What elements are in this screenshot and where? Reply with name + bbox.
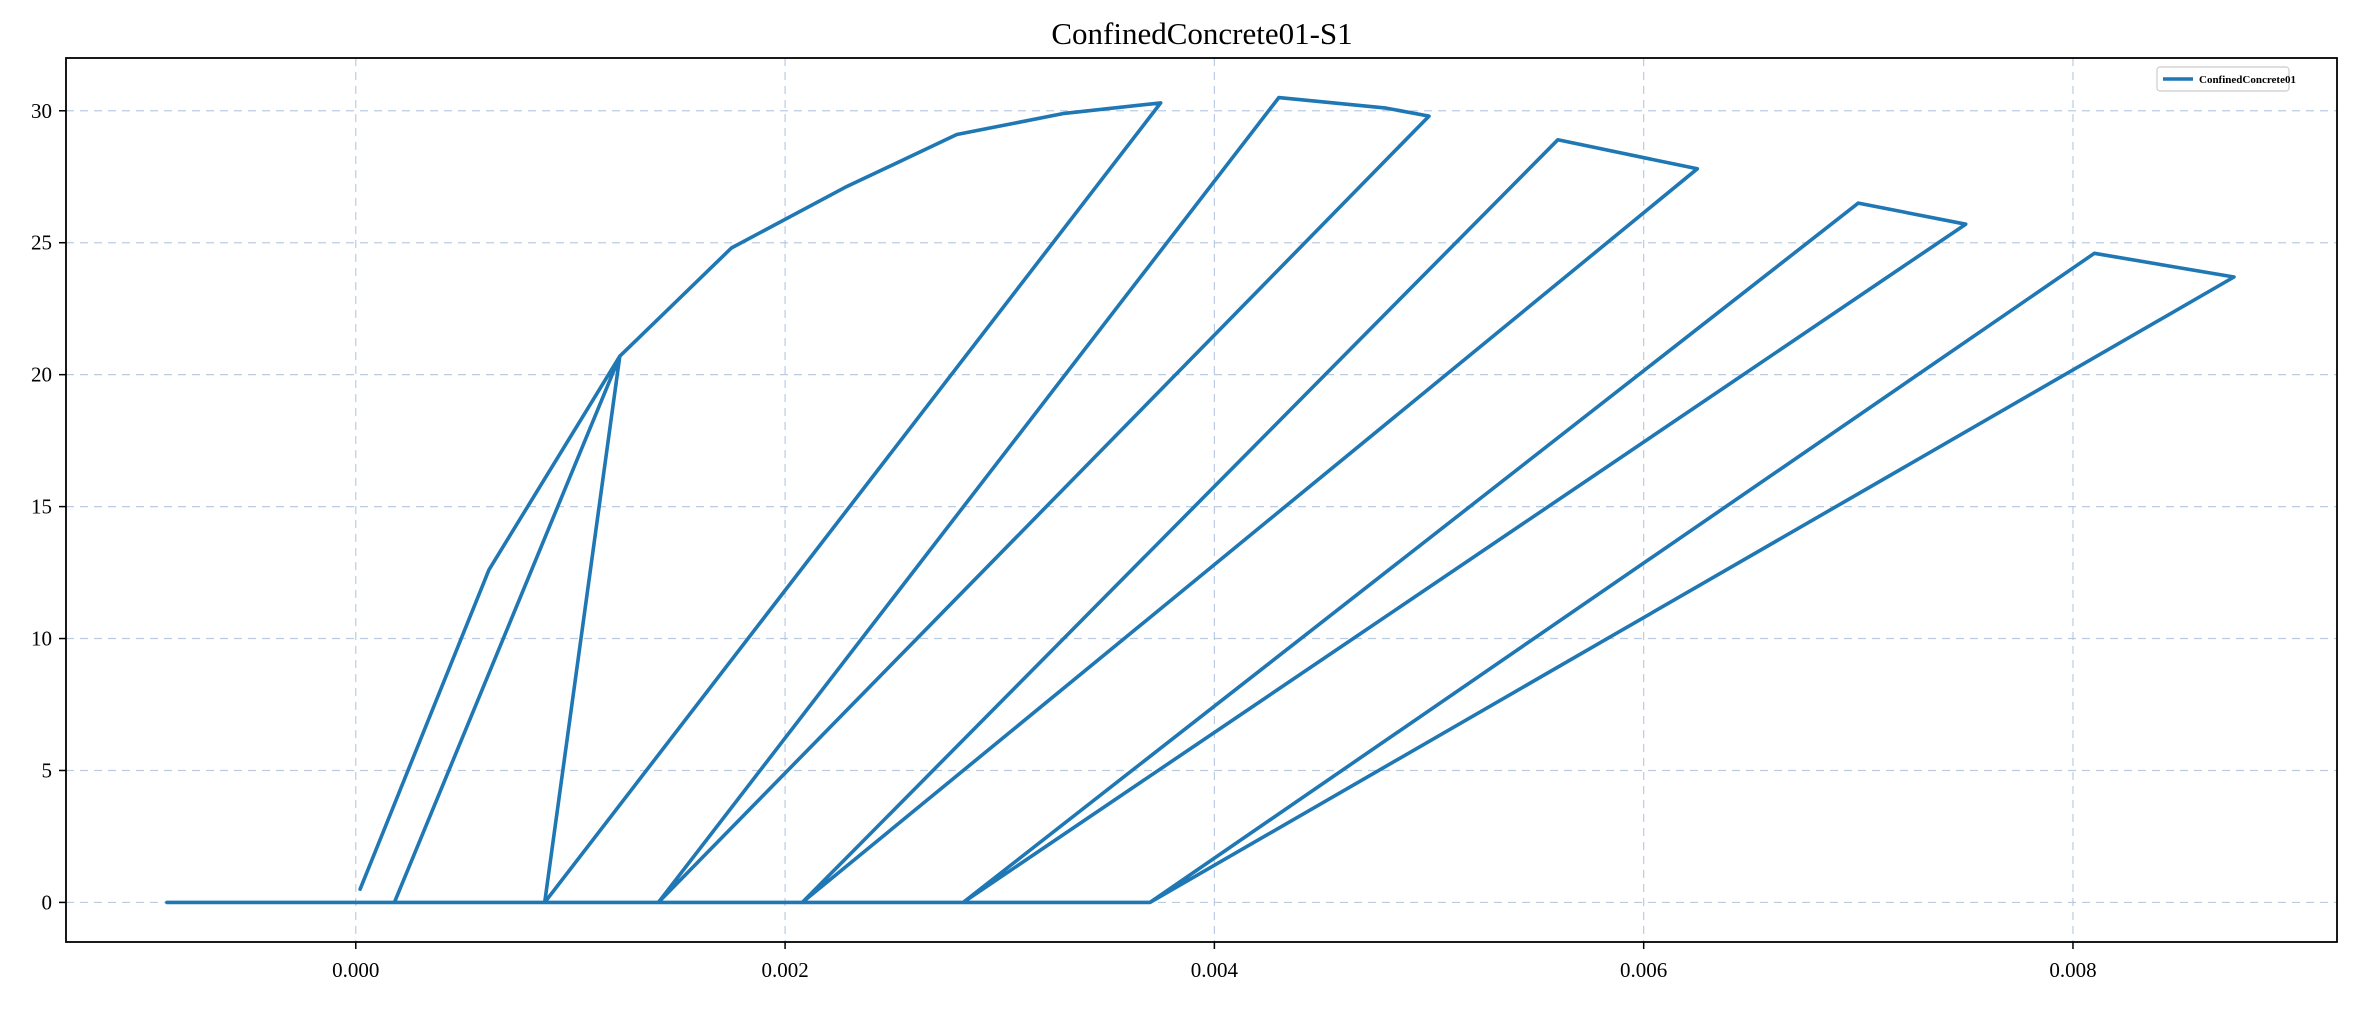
grid	[66, 58, 2337, 942]
x-axis-ticks: 0.000 0.002 0.004 0.006 0.008	[332, 942, 2097, 982]
x-tick-label: 0.008	[2049, 958, 2096, 982]
x-tick-label: 0.000	[332, 958, 379, 982]
legend: ConfinedConcrete01	[2156, 66, 2296, 92]
plot-frame	[65, 57, 2338, 943]
y-tick-label: 0	[42, 890, 53, 914]
y-tick-label: 5	[42, 758, 53, 782]
y-tick-label: 30	[31, 99, 52, 123]
chart-title: ConfinedConcrete01-S1	[1051, 16, 1352, 51]
y-tick-label: 10	[31, 627, 52, 651]
legend-box	[2156, 66, 2290, 92]
y-tick-label: 20	[31, 363, 52, 387]
y-tick-label: 15	[31, 495, 52, 519]
x-tick-label: 0.006	[1620, 958, 1667, 982]
series-layer	[165, 95, 2236, 905]
x-tick-label: 0.002	[761, 958, 808, 982]
y-tick-label: 25	[31, 231, 52, 255]
x-tick-label: 0.004	[1191, 958, 1239, 982]
legend-label: ConfinedConcrete01	[2199, 74, 2296, 86]
series-line	[165, 95, 2236, 905]
y-axis-ticks: 0 5 10 15 20 25 30	[31, 99, 66, 914]
